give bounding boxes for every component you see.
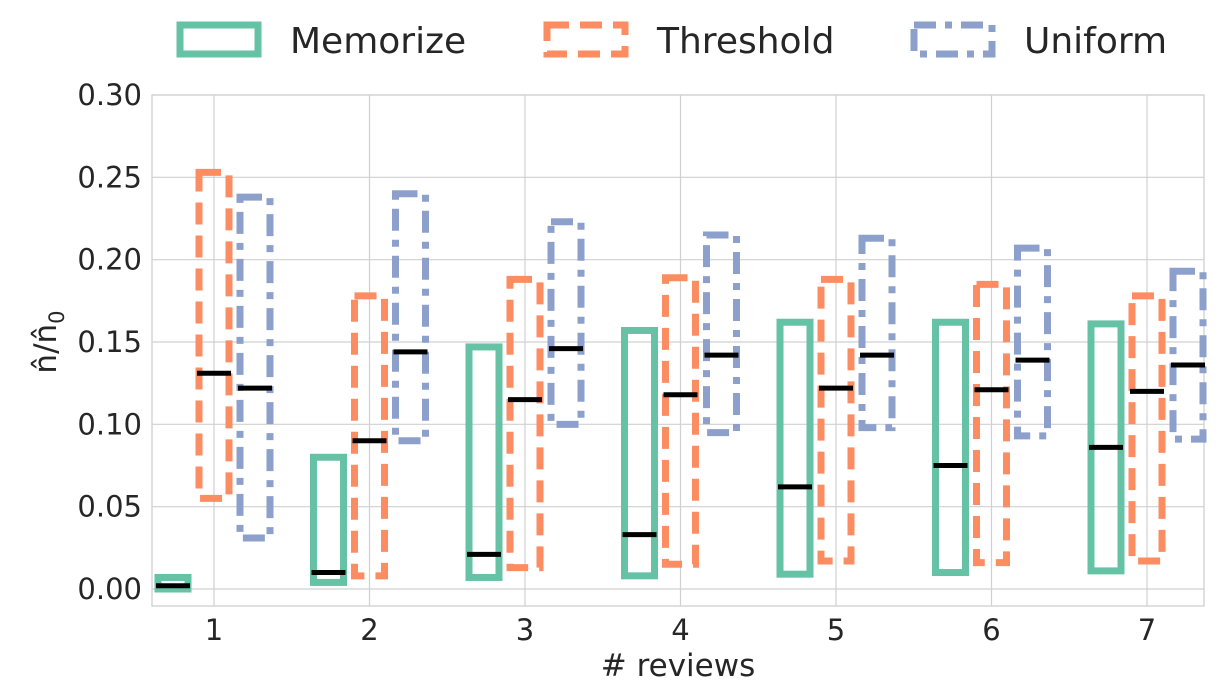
- y-tick-label: 0.00: [77, 572, 142, 606]
- memorize-box: [621, 326, 658, 580]
- y-tick-label: 0.10: [77, 407, 142, 441]
- y-tick-label: 0.30: [77, 78, 142, 112]
- threshold-box: [1128, 292, 1166, 565]
- uniform-box: [547, 218, 585, 428]
- plot-area: 0.00 0.05 0.10 0.15 0.20 0.25 0.30 1 2 3 4 5 6 7: [77, 78, 1207, 647]
- x-tick-label: 6: [982, 613, 1000, 647]
- threshold-box: [195, 168, 233, 502]
- uniform-box: [858, 234, 896, 432]
- uniform-box: [703, 231, 740, 437]
- uniform-box: [1169, 267, 1207, 443]
- uniform-legend-swatch: [910, 21, 996, 58]
- y-axis-label-sub: 0: [45, 310, 69, 323]
- threshold-legend-swatch: [543, 21, 629, 58]
- y-tick-label: 0.15: [77, 325, 142, 359]
- y-axis-label-base: n̂/n̂: [28, 324, 64, 374]
- threshold-box: [817, 275, 855, 565]
- memorize-box: [465, 343, 503, 581]
- threshold-legend-label: Threshold: [656, 21, 834, 62]
- threshold-box: [662, 274, 699, 568]
- x-tick-label: 4: [671, 613, 689, 647]
- svg-text:n̂/n̂0: n̂/n̂0: [28, 310, 69, 373]
- threshold-box: [973, 280, 1010, 567]
- x-tick-label: 3: [516, 613, 534, 647]
- threshold-box: [351, 292, 388, 580]
- x-tick-label: 2: [360, 613, 378, 647]
- memorize-box: [310, 453, 347, 586]
- y-tick-label: 0.20: [77, 243, 142, 277]
- x-tick-label: 1: [205, 613, 223, 647]
- y-tick-label: 0.05: [77, 490, 142, 524]
- uniform-box: [392, 190, 429, 445]
- memorize-box: [776, 318, 814, 578]
- uniform-box: [1014, 244, 1051, 440]
- y-axis-label: n̂/n̂0: [28, 310, 69, 373]
- memorize-legend-label: Memorize: [290, 21, 466, 62]
- x-axis-label: # reviews: [601, 648, 756, 684]
- memorize-box: [932, 318, 969, 577]
- uniform-box: [236, 193, 274, 542]
- legend: Memorize Threshold Uniform: [176, 21, 1167, 62]
- memorize-legend-swatch: [176, 21, 262, 58]
- x-tick-label: 7: [1138, 613, 1156, 647]
- x-tick-label: 5: [827, 613, 845, 647]
- threshold-box: [506, 275, 544, 572]
- uniform-legend-label: Uniform: [1024, 21, 1167, 62]
- plot-frame: [151, 94, 1205, 607]
- y-tick-label: 0.25: [77, 160, 142, 194]
